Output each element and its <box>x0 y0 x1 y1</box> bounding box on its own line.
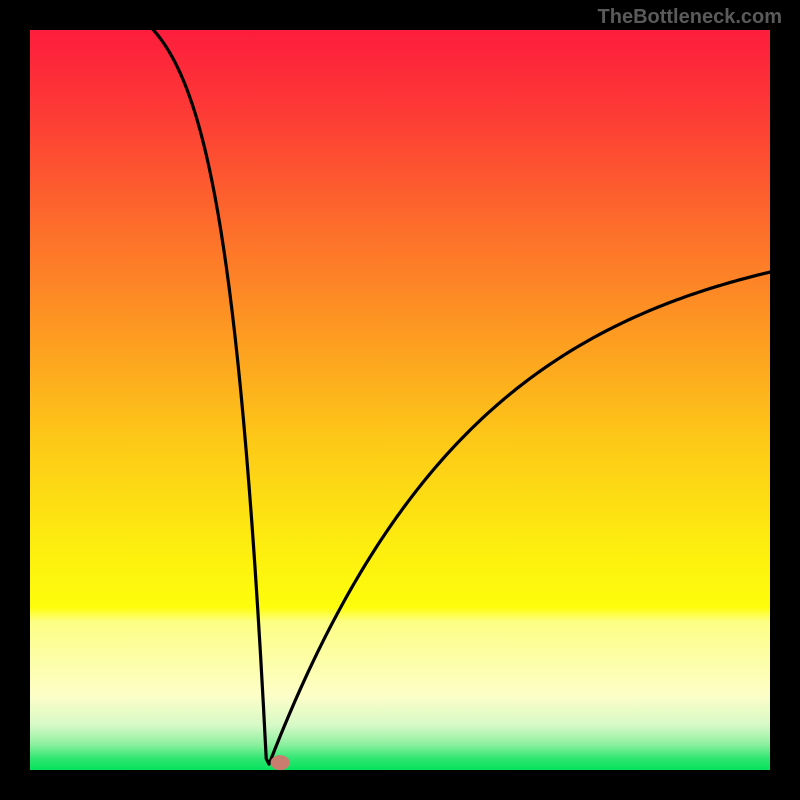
bottleneck-chart: TheBottleneck.com <box>0 0 800 800</box>
watermark-text: TheBottleneck.com <box>598 6 782 29</box>
chart-svg <box>0 0 800 800</box>
plot-background <box>30 30 770 770</box>
vertex-marker <box>271 756 289 770</box>
